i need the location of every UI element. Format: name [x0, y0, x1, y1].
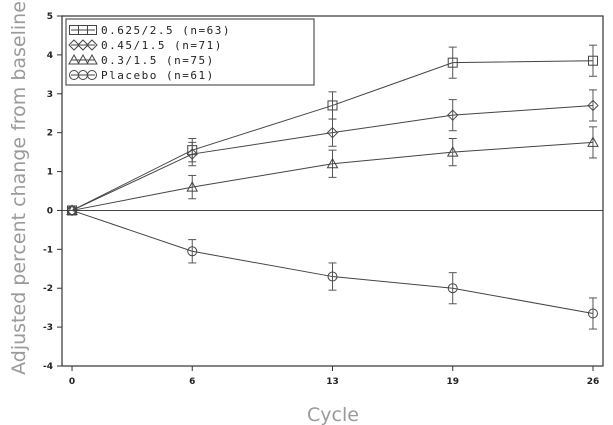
data-point — [67, 205, 78, 216]
y-tick-label: 2 — [47, 129, 53, 139]
y-tick-label: -2 — [43, 284, 53, 294]
x-tick-label: 19 — [446, 377, 459, 387]
legend-marker — [87, 25, 97, 35]
series-line — [71, 209, 594, 314]
data-point — [186, 148, 198, 160]
data-point — [327, 271, 338, 282]
data-point — [447, 57, 458, 68]
y-tick-label: 1 — [47, 168, 53, 178]
legend-label: 0.3/1.5 (n=75) — [101, 54, 215, 67]
legend-label: 0.45/1.5 (n=71) — [101, 39, 223, 52]
data-point — [587, 99, 599, 112]
x-tick-label: 6 — [189, 377, 195, 387]
legend-marker — [68, 53, 80, 65]
legend-marker — [77, 53, 89, 65]
data-point — [446, 146, 459, 157]
y-tick-label: -3 — [43, 323, 53, 333]
data-point — [327, 100, 338, 111]
legend-marker — [68, 39, 80, 51]
y-tick-label: 0 — [47, 206, 53, 216]
data-point — [587, 136, 599, 147]
y-tick-label: 5 — [47, 12, 53, 22]
data-point — [447, 283, 458, 294]
data-point — [447, 109, 459, 121]
x-tick-label: 26 — [587, 377, 600, 387]
data-point — [587, 308, 598, 319]
legend-label: Placebo (n=61) — [101, 69, 215, 82]
data-point — [326, 157, 339, 169]
x-tick-label: 0 — [69, 377, 75, 387]
x-axis-title: Cycle — [307, 404, 359, 425]
legend-marker — [86, 39, 98, 51]
data-point — [186, 181, 199, 192]
legend-marker — [86, 53, 98, 65]
legend-marker — [87, 70, 97, 80]
x-tick-label: 13 — [326, 377, 339, 387]
y-axis-title: Adjusted percent change from baseline — [8, 1, 30, 375]
y-tick-label: 3 — [47, 90, 53, 100]
y-tick-label: -1 — [43, 245, 53, 255]
data-point — [587, 55, 598, 66]
data-point — [187, 246, 198, 257]
y-tick-label: -4 — [43, 362, 53, 372]
data-point — [326, 126, 339, 139]
y-tick-label: 4 — [47, 51, 53, 61]
legend-label: 0.625/2.5 (n=63) — [101, 24, 231, 37]
legend-marker — [77, 39, 89, 51]
legend-box — [65, 18, 315, 86]
